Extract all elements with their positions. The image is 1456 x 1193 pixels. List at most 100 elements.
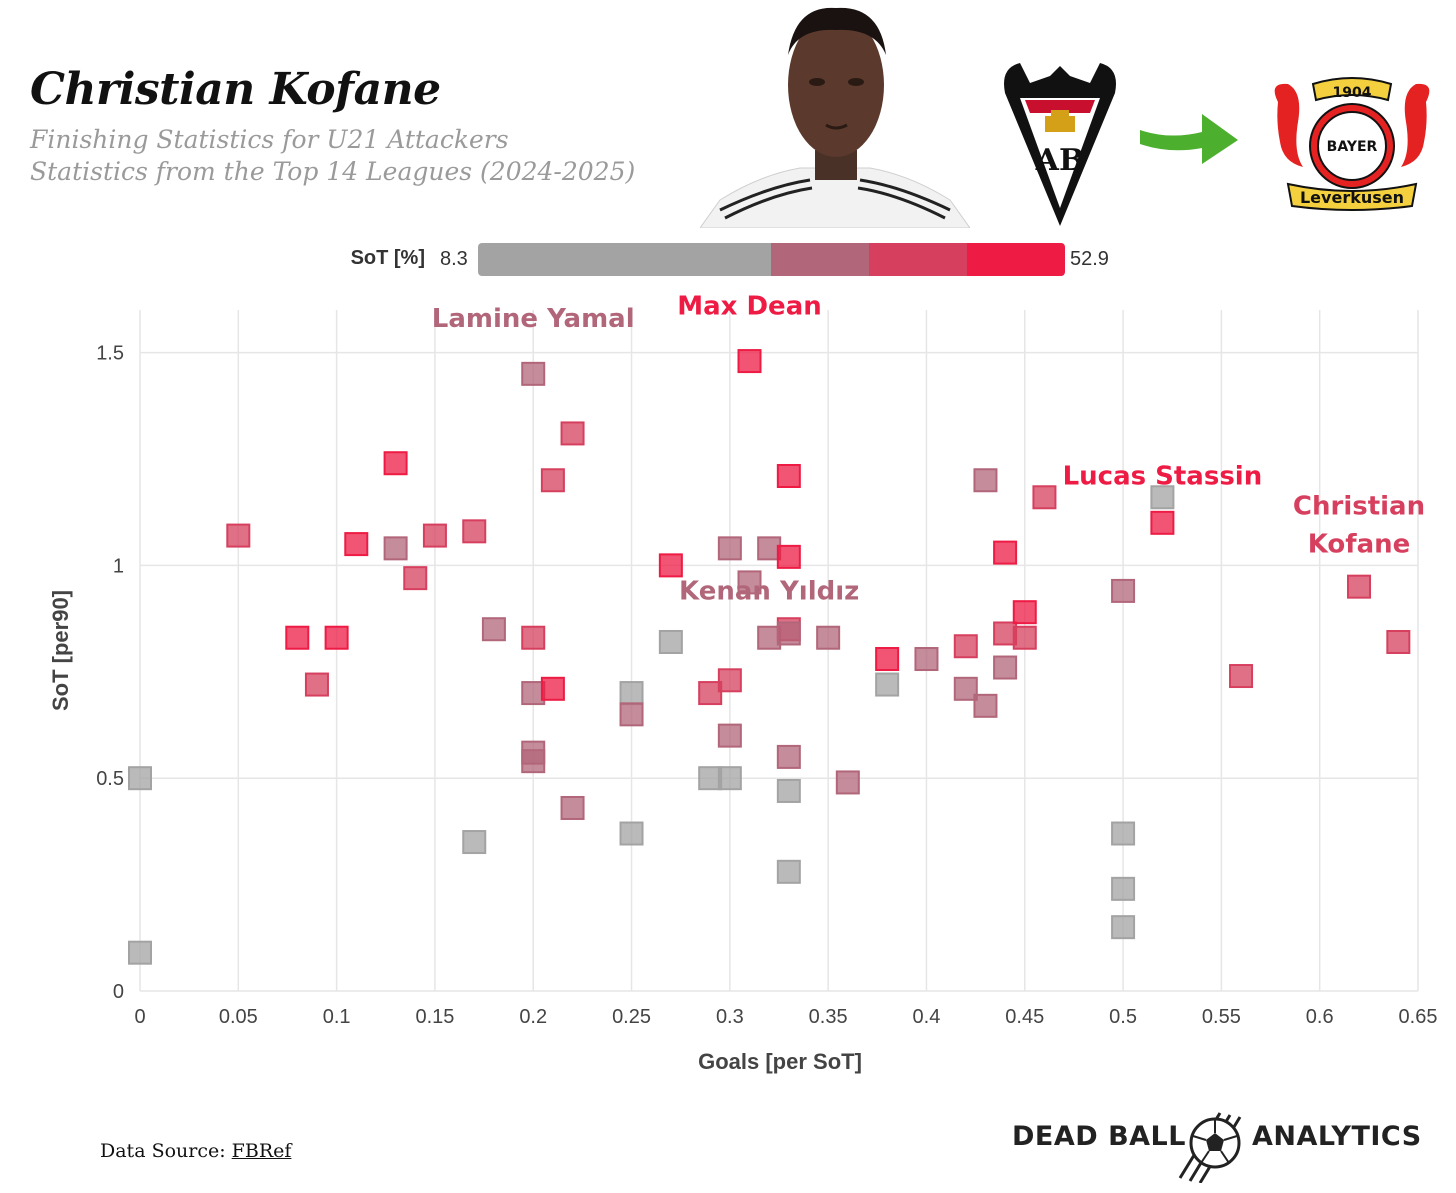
legend-max: 52.9 [1070,248,1109,270]
data-point [973,693,998,718]
data-point [619,702,644,727]
crest-year: 1904 [1333,85,1372,101]
y-axis-title: SoT [per90] [48,590,73,711]
data-point [403,566,428,591]
data-point [462,830,487,855]
data-point [776,463,801,488]
x-axis-title: Goals [per SoT] [698,1049,862,1074]
x-tick-label: 0.2 [519,1006,547,1028]
x-tick-label: 0.4 [913,1006,941,1028]
data-point [914,647,939,672]
x-tick-label: 0.35 [809,1006,848,1028]
player-photo [700,7,970,228]
highlighted-point [1150,510,1175,535]
crest-bayer-text: BAYER [1327,139,1378,155]
x-tick-label: 0.3 [716,1006,744,1028]
data-point [835,770,860,795]
x-tick-label: 0.25 [612,1006,651,1028]
data-point [540,676,565,701]
data-point [540,468,565,493]
x-tick-label: 0 [134,1006,145,1028]
legend-segment [478,243,576,276]
fbref-link[interactable]: FBRef [231,1140,292,1162]
data-point [383,451,408,476]
data-point [717,668,742,693]
data-source-prefix: Data Source: [100,1140,232,1162]
data-point [993,655,1018,680]
data-point [521,361,546,386]
brand-name-right: ANALYTICS [1252,1121,1422,1152]
data-point [1111,578,1136,603]
highlighted-point [1347,574,1372,599]
player-annotation: Christian [1293,491,1425,521]
data-point [1111,821,1136,846]
legend-segment [869,243,968,276]
subtitle-line-2: Statistics from the Top 14 Leagues (2024… [30,157,636,186]
data-point [698,681,723,706]
x-tick-label: 0.6 [1306,1006,1334,1028]
data-point [953,634,978,659]
albacete-crest-icon: AB [1004,63,1116,226]
data-point [717,536,742,561]
data-point [717,766,742,791]
data-point [304,672,329,697]
legend-min: 8.3 [440,248,468,270]
page-title: Christian Kofane [30,64,441,115]
data-point [324,625,349,650]
data-point [560,421,585,446]
data-point [285,625,310,650]
svg-text:AB: AB [1035,143,1085,178]
legend-color-bar [478,243,1065,276]
data-point [1032,485,1057,510]
data-point [560,795,585,820]
data-point [1012,625,1037,650]
player-annotation: Lucas Stassin [1063,462,1263,492]
player-annotation: Lamine Yamal [432,304,635,334]
data-point [776,859,801,884]
x-tick-label: 0.1 [323,1006,351,1028]
data-point [521,625,546,650]
data-point [953,676,978,701]
data-point [344,532,369,557]
right-arrow-icon [1140,114,1238,164]
data-source: Data Source: FBRef [100,1140,291,1162]
data-point [776,544,801,569]
player-annotation: Max Dean [677,291,822,321]
x-tick-label: 0.45 [1005,1006,1044,1028]
legend-label: SoT [%] [350,247,425,269]
y-tick-label: 0.5 [96,768,124,790]
x-tick-label: 0.15 [415,1006,454,1028]
data-point [875,647,900,672]
x-tick-label: 0.5 [1109,1006,1137,1028]
highlighted-point [737,349,762,374]
data-point [383,536,408,561]
data-point [128,940,152,965]
crest-club-name: Leverkusen [1300,188,1404,207]
x-tick-label: 0.55 [1202,1006,1241,1028]
data-point [1229,664,1254,689]
brand-name-left: DEAD BALL [1012,1121,1186,1152]
data-point [993,540,1018,565]
data-point [422,523,447,548]
data-point [1012,600,1037,625]
legend-segment [967,243,1065,276]
x-tick-label: 0.05 [219,1006,258,1028]
scatter-chart: 0 0.05 0.1 0.15 0.2 0.25 0.3 0.35 0.4 0.45 0.5 0.55… [48,291,1437,1074]
data-point [658,553,683,578]
data-point [1150,485,1175,510]
player-annotation: Kenan Yıldız [679,576,859,606]
y-tick-label: 1.5 [96,343,124,365]
data-point [128,766,152,791]
data-point [816,625,841,650]
subtitle-line-1: Finishing Statistics for U21 Attackers [30,125,509,154]
data-point [776,778,801,803]
bayer-leverkusen-crest-icon: 1904 BAYER Leverkusen [1274,77,1430,211]
data-point [973,468,998,493]
data-point [619,681,644,706]
y-tick-label: 1 [113,555,124,577]
soccer-ball-icon [1178,1112,1242,1183]
data-point [737,570,762,595]
data-point [1386,629,1411,654]
data-point [481,617,506,642]
data-point [776,744,801,769]
